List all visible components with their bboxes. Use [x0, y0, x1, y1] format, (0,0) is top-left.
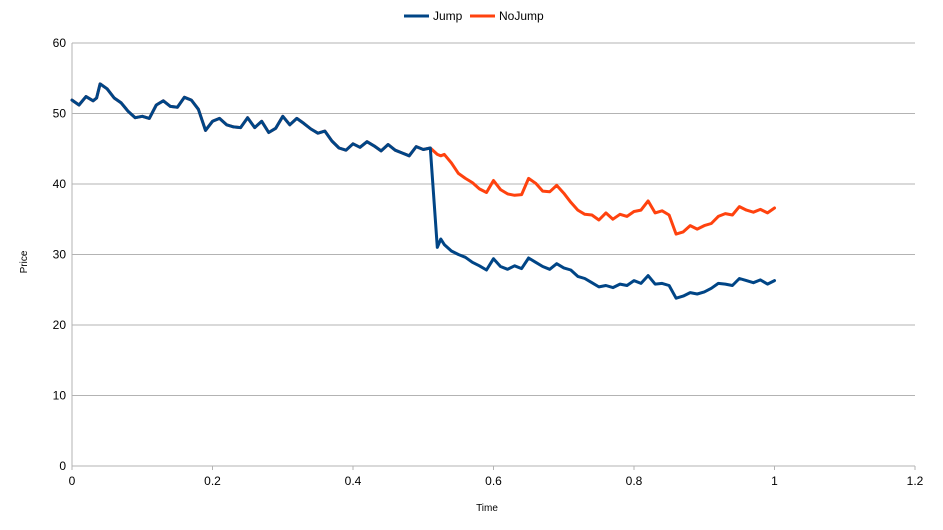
- y-tick-label: 10: [53, 389, 67, 403]
- series-line-jump: [70, 82, 776, 300]
- legend-label-jump: Jump: [433, 9, 463, 23]
- y-axis-label: Price: [19, 250, 30, 273]
- y-tick-label: 30: [53, 248, 67, 262]
- y-tick-label: 50: [53, 107, 67, 121]
- x-tick-label: 0.4: [345, 474, 362, 488]
- x-tick-label: 0: [69, 474, 76, 488]
- x-tick-label: 0.8: [626, 474, 643, 488]
- x-tick-label: 1: [771, 474, 778, 488]
- grid-lines: [72, 42, 915, 396]
- y-tick-label: 0: [59, 459, 66, 473]
- legend: Jump NoJump: [404, 9, 544, 23]
- y-tick-labels: 0 10 20 30 40 50 60: [53, 36, 67, 473]
- y-tick-label: 20: [53, 318, 67, 332]
- x-axis-label: Time: [476, 503, 498, 514]
- x-tick-label: 0.6: [485, 474, 502, 488]
- series-lines: [70, 82, 776, 300]
- y-tick-label: 60: [53, 36, 67, 50]
- x-tick-labels: 0 0.2 0.4 0.6 0.8 1 1.2: [69, 466, 924, 488]
- legend-label-nojump: NoJump: [499, 9, 544, 23]
- x-tick-label: 0.2: [204, 474, 221, 488]
- x-tick-label: 1.2: [907, 474, 924, 488]
- y-tick-label: 40: [53, 177, 67, 191]
